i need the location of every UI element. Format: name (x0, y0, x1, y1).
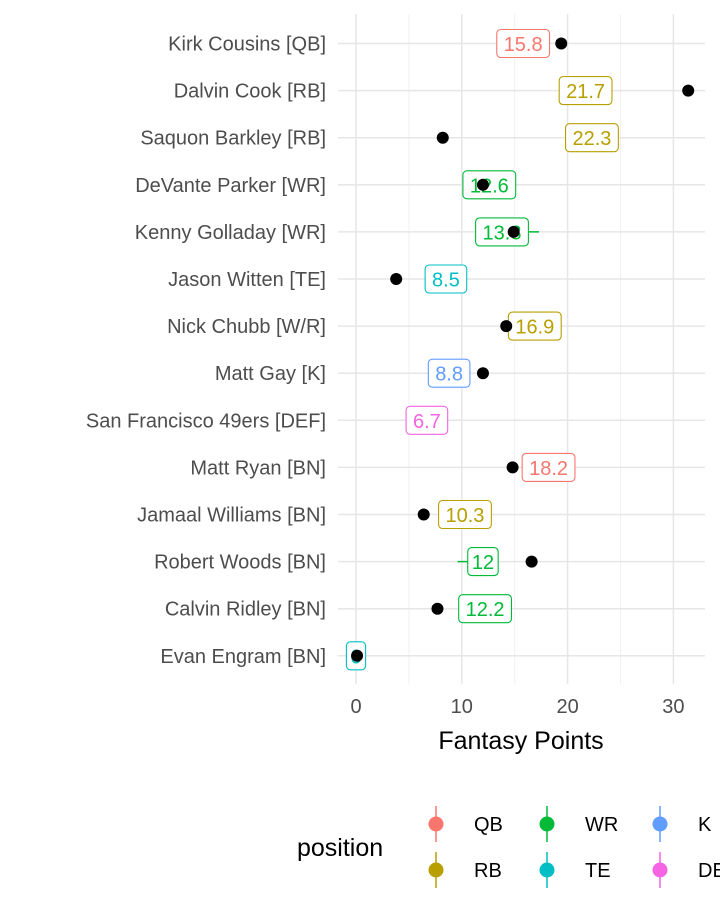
y-tick-label: DeVante Parker [WR] (135, 175, 326, 197)
legend-item: DEF (652, 852, 720, 888)
y-tick-label: Saquon Barkley [RB] (140, 128, 326, 150)
x-axis: 0 10 20 30 (350, 696, 684, 718)
projection-label-box (521, 452, 576, 482)
projection-label-box (405, 405, 449, 435)
projection-label: 13.8 (475, 217, 529, 247)
legend-label: RB (474, 860, 502, 882)
projection-label: 15.8 (496, 28, 551, 59)
legend-label: K (698, 814, 712, 836)
projection-label-box (424, 264, 468, 294)
legend-key-point (539, 816, 555, 832)
legend-label: WR (585, 814, 618, 836)
projection-label-box (462, 170, 517, 200)
legend-item: WR (539, 806, 618, 842)
actual-point (506, 461, 519, 474)
projection-label: 6.7 (405, 405, 449, 435)
y-tick-label: Robert Woods [BN] (154, 552, 326, 574)
actual-point (390, 273, 403, 285)
x-axis-title: Fantasy Points (438, 727, 603, 755)
projection-label-box (467, 547, 499, 577)
y-axis: Kirk Cousins [QB] Dalvin Cook [RB] Saquon … (86, 34, 326, 668)
legend: position QB WR K RB TE DEF (297, 806, 720, 888)
legend-label: TE (585, 860, 611, 882)
projection-label: 22.3 (564, 123, 619, 153)
y-tick-label: Kirk Cousins [QB] (168, 34, 326, 56)
legend-key-point (652, 862, 668, 878)
actual-point (436, 131, 449, 144)
y-tick-label: Evan Engram [BN] (160, 646, 326, 668)
projection-label-text: 8.8 (435, 364, 463, 386)
projection-label-text: 22.3 (572, 128, 611, 150)
legend-key-point (539, 862, 555, 878)
projection-label: 18.2 (521, 452, 576, 482)
y-tick-label: Nick Chubb [W/R] (167, 316, 326, 338)
legend-item: K (652, 806, 712, 842)
y-tick-label: Matt Gay [K] (215, 363, 326, 385)
legend-item: QB (428, 806, 503, 842)
legend-item: TE (539, 852, 611, 888)
projection-label: 16.9 (507, 311, 562, 341)
x-tick-label: 30 (662, 696, 684, 718)
legend-label: QB (474, 814, 503, 836)
actual-point (507, 225, 520, 238)
actual-point (351, 649, 364, 662)
projection-label: 21.7 (558, 76, 613, 106)
legend-key-point (652, 816, 668, 832)
projection-label: 8.5 (424, 264, 468, 294)
projection-label-text: 10.3 (446, 505, 485, 527)
actual-point (417, 508, 430, 521)
x-tick-label: 0 (350, 696, 361, 718)
y-tick-label: Calvin Ridley [BN] (165, 599, 326, 621)
grid (338, 14, 705, 684)
projection-label-box (438, 499, 492, 530)
actual-point (525, 555, 538, 568)
actual-points (351, 37, 695, 662)
actual-point (476, 178, 489, 191)
projection-label-text: 21.7 (566, 81, 605, 103)
legend-item: RB (428, 852, 502, 888)
projection-label-box (496, 28, 551, 59)
projection-label-box (475, 217, 529, 247)
legend-key-point (428, 816, 444, 832)
projection-label-text: 12 (472, 552, 494, 574)
projection-label-text: 12.2 (466, 599, 505, 621)
legend-key-point (428, 862, 444, 878)
projection-label-text: 12.6 (470, 175, 509, 197)
projection-label: 10.3 (438, 499, 492, 530)
y-tick-label: Kenny Golladay [WR] (135, 222, 326, 244)
projection-label-text: 8.5 (432, 270, 460, 292)
projection-label: 12.6 (462, 170, 517, 200)
projection-label: 12 (467, 547, 499, 577)
actual-point (682, 84, 695, 97)
projection-label-text: 15.8 (504, 34, 543, 56)
actual-point (431, 602, 444, 615)
y-tick-label: Matt Ryan [BN] (190, 457, 326, 479)
projection-label-box (458, 594, 513, 624)
projection-label-text: 16.9 (515, 317, 554, 339)
projection-label-box (564, 123, 619, 153)
projection-label: 12.2 (458, 594, 513, 624)
projection-label-box (558, 76, 613, 106)
y-tick-label: Jason Witten [TE] (168, 269, 326, 291)
y-tick-label: San Francisco 49ers [DEF] (86, 410, 326, 432)
actual-point (555, 37, 568, 50)
y-tick-label: Jamaal Williams [BN] (137, 505, 326, 527)
y-tick-label: Dalvin Cook [RB] (174, 81, 326, 103)
x-tick-label: 10 (451, 696, 473, 718)
actual-point (500, 320, 513, 333)
legend-label: DEF (698, 860, 720, 882)
actual-point (476, 367, 489, 380)
legend-title: position (297, 834, 383, 862)
projection-label-text: 6.7 (413, 411, 441, 433)
x-tick-label: 20 (556, 696, 578, 718)
projection-label-box (427, 358, 471, 388)
projection-label: 8.8 (427, 358, 471, 388)
projection-label-text: 18.2 (529, 458, 568, 480)
projection-labels: 15.8 21.7 22.3 12.6 13.8 8.5 16.9 8.8 6.7 18.2 10.… (345, 28, 619, 671)
